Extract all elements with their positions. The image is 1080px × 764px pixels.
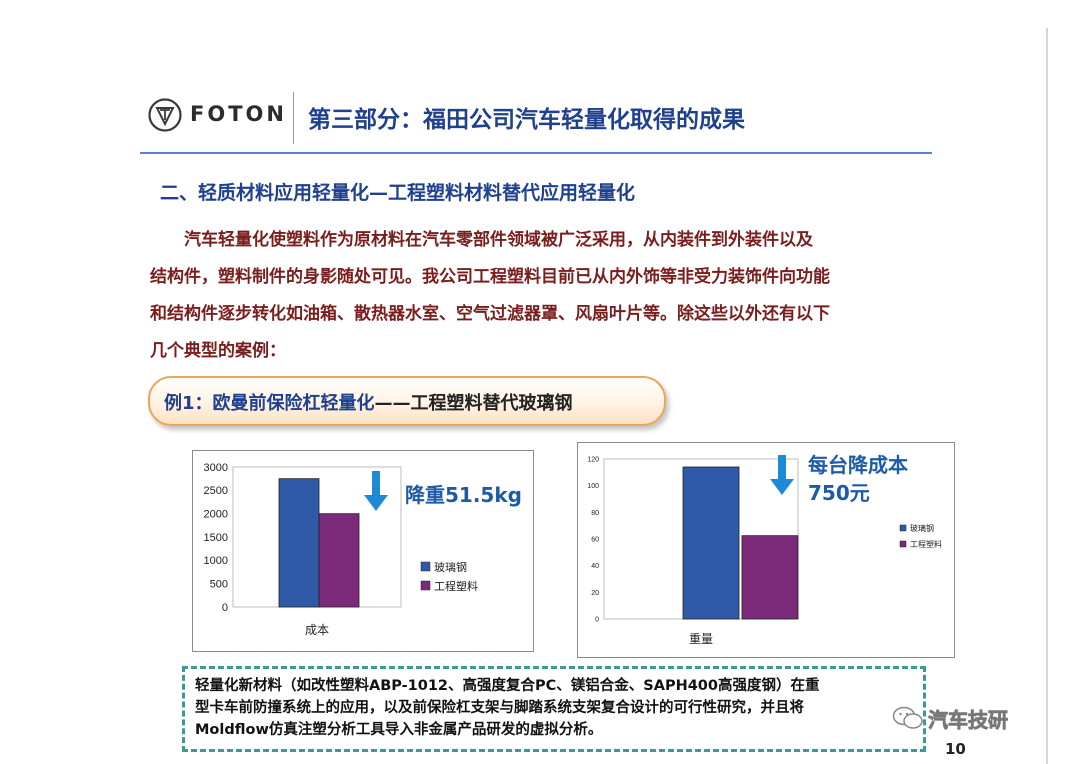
y-tick-label: 1000 <box>204 555 228 567</box>
bar-engineering-plastic <box>741 535 799 620</box>
cost-saving-label: 每台降成本 750元 <box>808 451 908 507</box>
body-line: 汽车轻量化使塑料作为原材料在汽车零部件领域被广泛采用，从内装件到外装件以及 <box>150 230 813 250</box>
note-box: 轻量化新材料（如改性塑料ABP-1012、高强度复合PC、镁铝合金、SAPH40… <box>182 666 926 752</box>
legend-swatch <box>420 561 431 572</box>
legend-swatch <box>420 580 431 591</box>
legend-label: 工程塑料 <box>434 579 478 593</box>
arrow-down-icon <box>364 471 388 511</box>
y-tick-label: 20 <box>591 590 599 597</box>
watermark-text: 汽车技研 <box>928 708 1009 733</box>
slide-title: 第三部分：福田公司汽车轻量化取得的成果 <box>308 107 745 133</box>
legend-label: 工程塑料 <box>910 539 942 549</box>
note-line: 轻量化新材料（如改性塑料ABP-1012、高强度复合PC、镁铝合金、SAPH40… <box>195 678 820 694</box>
legend-label: 玻璃钢 <box>434 560 467 574</box>
example-subtitle: ——工程塑料替代玻璃钢 <box>374 393 573 414</box>
y-tick-label: 500 <box>210 579 228 591</box>
y-tick-label: 2500 <box>204 485 228 497</box>
legend-swatch <box>899 540 907 548</box>
y-tick-label: 3000 <box>204 462 228 474</box>
arrow-down-icon <box>770 455 794 495</box>
wechat-icon <box>892 706 923 729</box>
y-tick-label: 120 <box>587 456 599 463</box>
y-tick-label: 0 <box>222 602 228 614</box>
bar-engineering-plastic <box>318 513 360 608</box>
body-line: 几个典型的案例： <box>150 341 286 361</box>
right-page-rule <box>1046 28 1048 764</box>
y-tick-label: 80 <box>591 510 599 517</box>
y-tick-label: 40 <box>591 563 599 570</box>
x-axis-label: 重量 <box>689 632 713 646</box>
body-line: 结构件，塑料制件的身影随处可见。我公司工程塑料目前已从内外饰等非受力装饰件向功能 <box>150 267 830 287</box>
y-tick-label: 60 <box>591 536 599 543</box>
weight-chart-panel: 0 20 40 60 80 100 120 重量 玻璃钢工程塑料 每台降成本 750元 <box>577 442 955 658</box>
note-text: 轻量化新材料（如改性塑料ABP-1012、高强度复合PC、镁铝合金、SAPH40… <box>195 675 917 741</box>
legend-label: 玻璃钢 <box>910 523 934 533</box>
page-number: 10 <box>945 740 966 758</box>
y-tick-label: 100 <box>587 483 599 490</box>
section-heading: 二、轻质材料应用轻量化—工程塑料材料替代应用轻量化 <box>160 182 636 204</box>
foton-logo-icon <box>148 98 182 132</box>
x-axis-label: 成本 <box>305 623 329 637</box>
y-tick-label: 2000 <box>204 509 228 521</box>
body-line: 和结构件逐步转化如油箱、散热器水室、空气过滤器罩、风扇叶片等。除这些以外还有以下 <box>150 304 830 324</box>
bar-glass-fiber <box>278 478 320 608</box>
note-line: Moldflow仿真注塑分析工具导入非金属产品研发的虚拟分析。 <box>195 722 603 738</box>
slide-header: FOTON 第三部分：福田公司汽车轻量化取得的成果 <box>140 86 932 154</box>
legend-swatch <box>899 524 907 532</box>
note-line: 型卡车前防撞系统上的应用，以及前保险杠支架与脚踏系统支架复合设计的可行性研究，并… <box>195 700 804 716</box>
cost-saving-line1: 每台降成本 <box>808 453 908 477</box>
title-rule <box>140 152 932 154</box>
y-tick-label: 1500 <box>204 532 228 544</box>
example-banner: 例1：欧曼前保险杠轻量化——工程塑料替代玻璃钢 <box>148 376 666 426</box>
body-paragraph: 汽车轻量化使塑料作为原材料在汽车零部件领域被广泛采用，从内装件到外装件以及 结构… <box>150 222 940 370</box>
bar-glass-fiber <box>682 466 740 620</box>
header-divider <box>293 92 294 144</box>
y-tick-label: 0 <box>595 616 599 623</box>
example-title: 例1：欧曼前保险杠轻量化——工程塑料替代玻璃钢 <box>164 389 573 415</box>
weight-reduction-label: 降重51.5kg <box>405 483 522 507</box>
cost-chart-panel: 0 500 1000 1500 2000 2500 3000 成本 玻璃钢工程塑料 降重51.5… <box>192 450 534 652</box>
brand-name: FOTON <box>190 102 287 126</box>
example-label: 例1：欧曼前保险杠轻量化 <box>164 393 375 414</box>
cost-saving-line2: 750元 <box>808 481 870 505</box>
